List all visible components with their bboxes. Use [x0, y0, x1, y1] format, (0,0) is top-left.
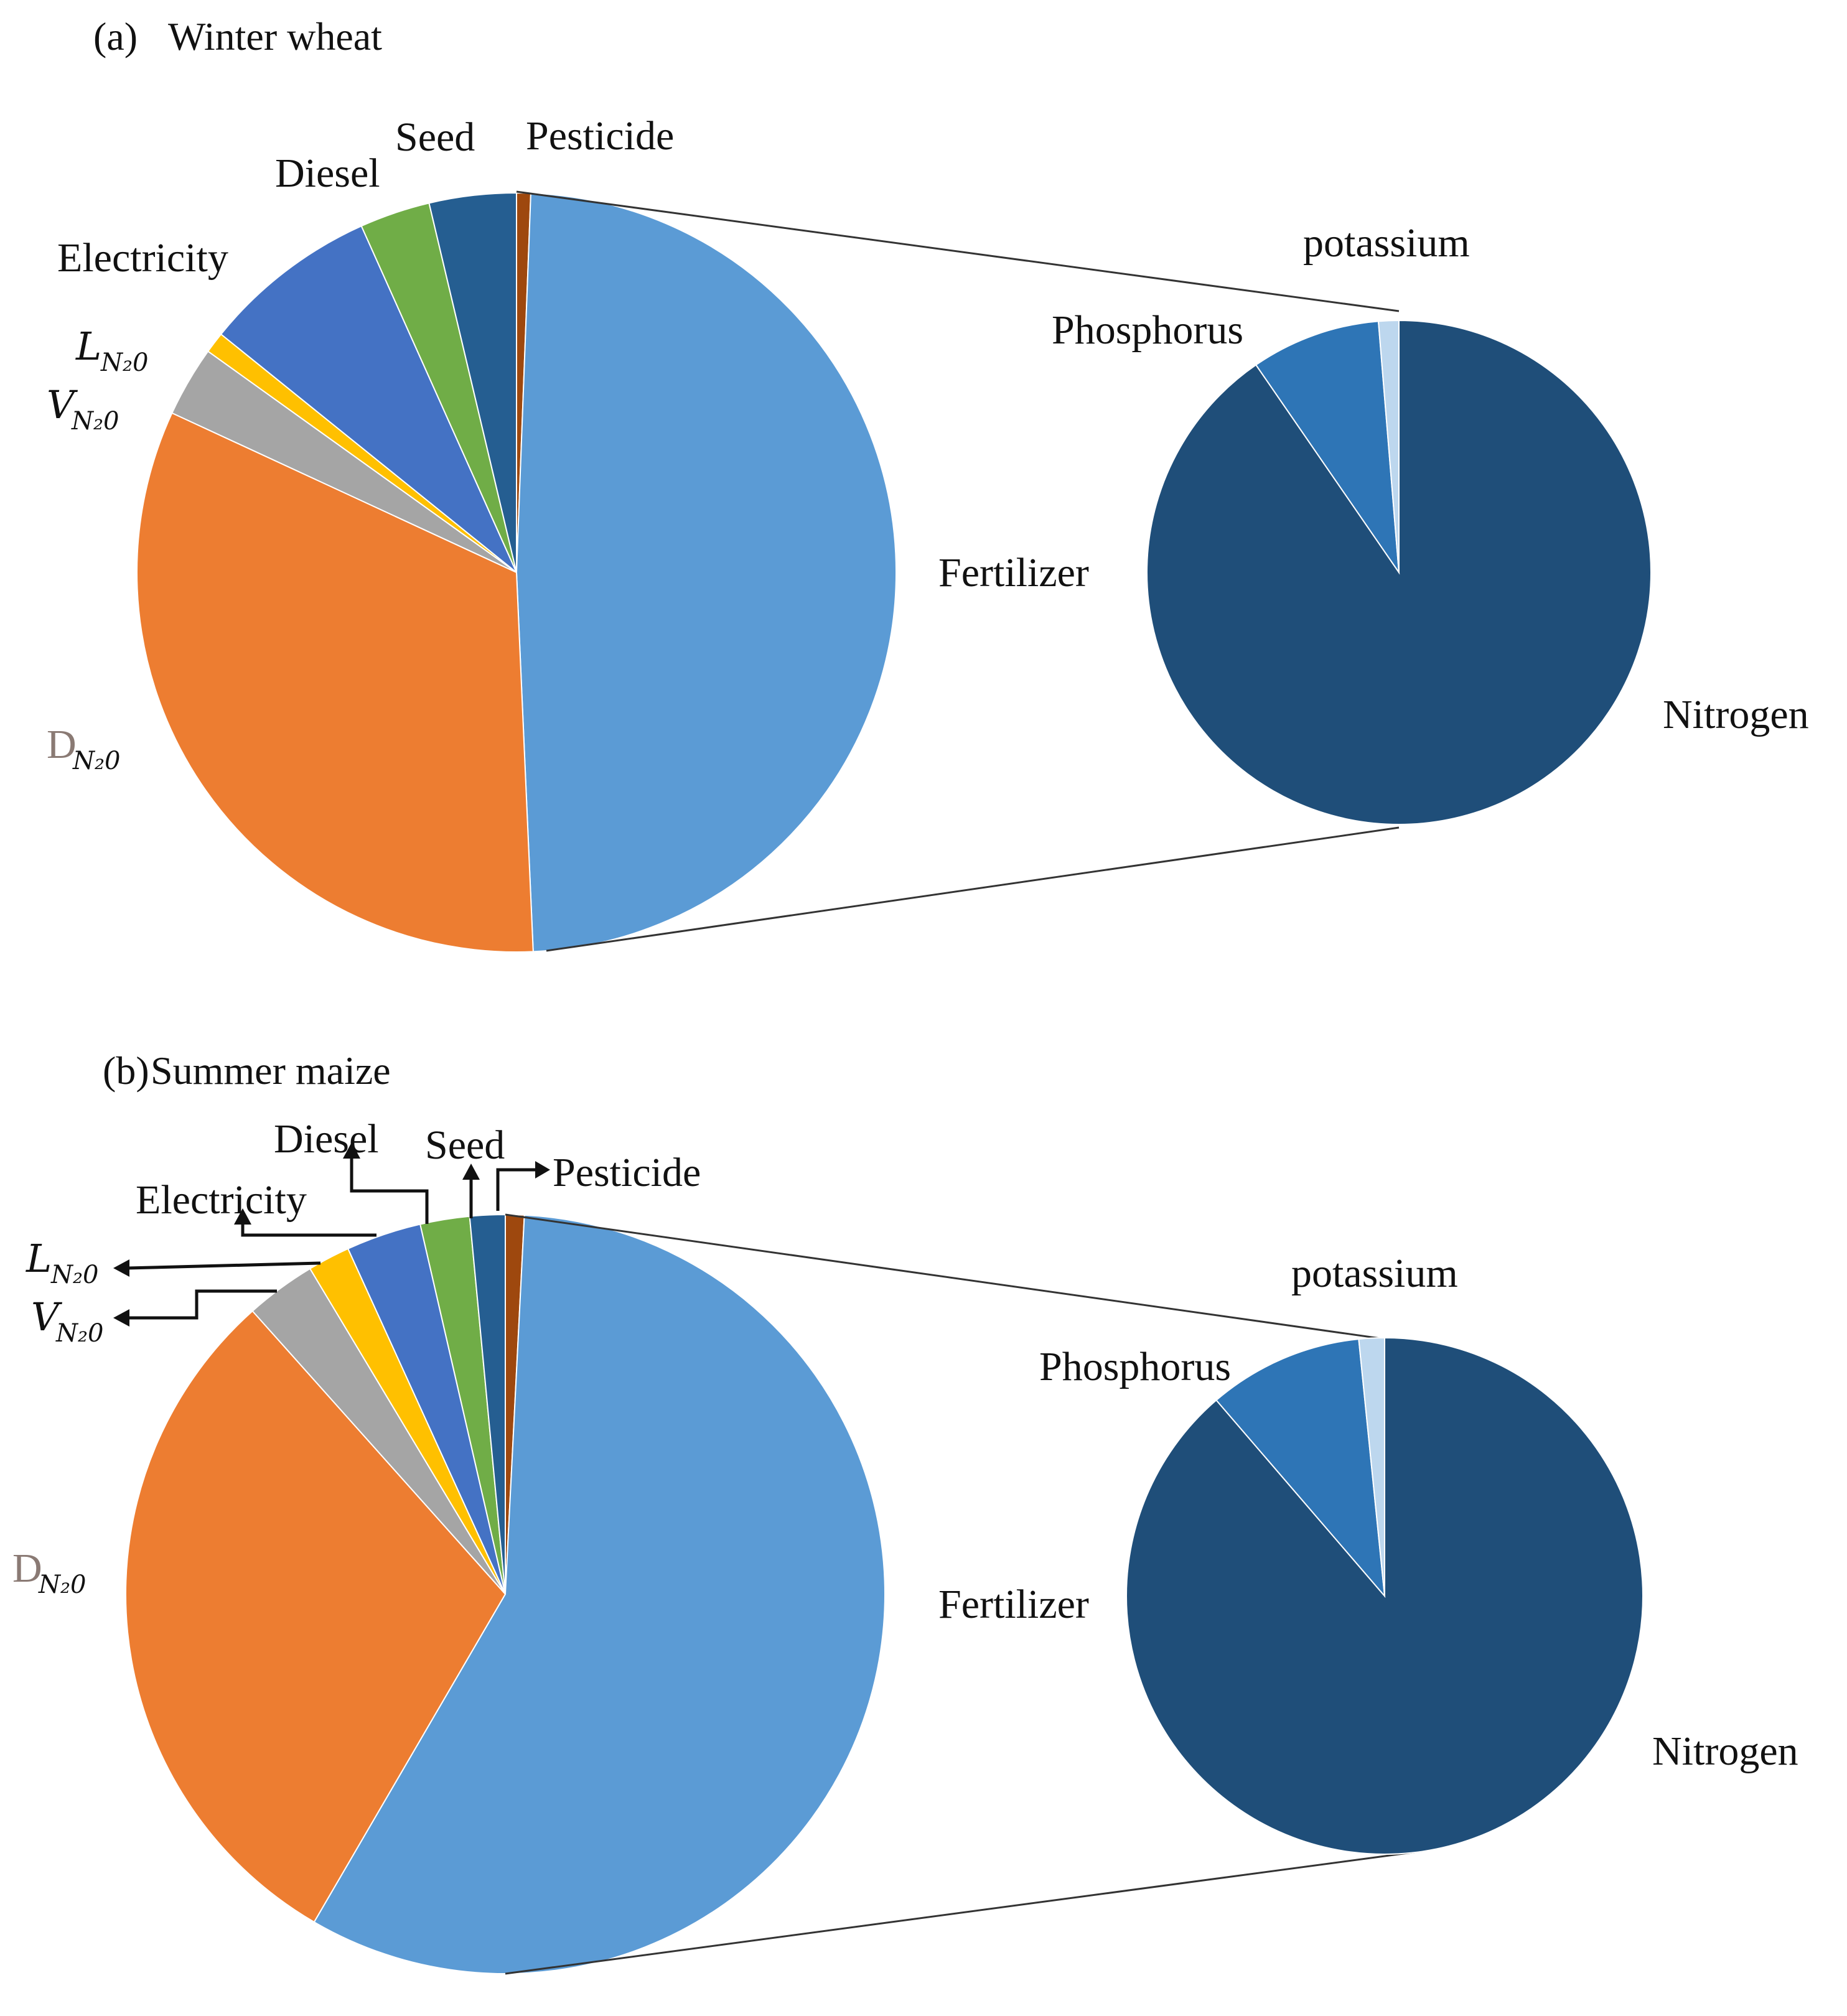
panel-b-fertilizer-breakdown-pie [1126, 1337, 1644, 1855]
arrowhead-diesel [343, 1142, 360, 1159]
label-l-n2o-main: L [75, 324, 101, 369]
label-diesel: Diesel [275, 151, 380, 196]
panel-b-connector-lines [505, 1213, 1423, 1975]
arrowhead-v-n2o [113, 1309, 129, 1327]
label-phosphorus: Phosphorus [1052, 307, 1243, 353]
panel-a-connector-lines [516, 190, 1400, 952]
panel-a-main-pie [136, 192, 897, 953]
panel-a-slice-d-n2o [136, 412, 534, 953]
arrow-heads [113, 1142, 550, 1327]
label-l-n2o-main: L [26, 1236, 52, 1281]
panel-b-title: Summer maize [151, 1048, 391, 1093]
panel-a-fertilizer-breakdown-pie [1146, 319, 1652, 825]
label-potassium: potassium [1291, 1251, 1458, 1296]
arrow-diesel [350, 1157, 429, 1224]
label-electricity: Electricity [136, 1177, 307, 1223]
label-l-n2o: L N₂0 [26, 1236, 98, 1289]
panel-b: (b) Summer maize Pesticide Seed Diesel E… [12, 1048, 1798, 1975]
label-v-n2o: V N₂0 [31, 1294, 103, 1348]
label-d-n2o-sub: N₂0 [72, 747, 120, 775]
label-nitrogen: Nitrogen [1663, 692, 1809, 737]
arrow-pesticide [496, 1168, 536, 1211]
panel-b-breakdown-slice-potassium [1358, 1337, 1385, 1597]
label-d-n2o: D N₂0 [47, 722, 120, 775]
panel-a-breakdown-slice-phosphorus [1255, 320, 1400, 575]
label-d-n2o: D N₂0 [12, 1546, 86, 1599]
panel-a: (a) Winter wheat Pesticide Seed Diesel E… [47, 14, 1809, 953]
label-d-n2o-main: D [47, 722, 77, 767]
connector-line-top [516, 190, 1400, 312]
panel-b-main-pie [125, 1213, 886, 1974]
panel-a-slice-fertilizer [515, 192, 897, 953]
label-v-n2o-sub: N₂0 [71, 407, 119, 436]
label-d-n2o-sub: N₂0 [38, 1570, 86, 1599]
label-phosphorus: Phosphorus [1039, 1344, 1231, 1389]
label-potassium: potassium [1303, 220, 1470, 266]
leader-arrows [127, 1157, 536, 1320]
arrowhead-pesticide [535, 1161, 550, 1178]
panel-b-slice-d-n2o [125, 1310, 507, 1923]
arrow-v-n2o [128, 1289, 277, 1320]
label-fertilizer: Fertilizer [938, 1582, 1089, 1627]
label-v-n2o: V N₂0 [47, 382, 119, 436]
label-v-n2o-main: V [47, 382, 78, 427]
connector-line-bottom [546, 826, 1400, 952]
panel-a-slice-electricity [220, 225, 517, 573]
label-fertilizer: Fertilizer [938, 550, 1089, 595]
connector-line-top [505, 1213, 1385, 1340]
connector-line-bottom [505, 1850, 1423, 1975]
arrowhead-electricity [234, 1208, 251, 1225]
arrow-l-n2o [127, 1261, 321, 1270]
panel-b-breakdown-slice-phosphorus [1215, 1338, 1386, 1598]
arrow-electricity [241, 1223, 376, 1237]
panel-a-slice-seed [428, 192, 517, 573]
arrowhead-l-n2o [113, 1259, 129, 1277]
panel-a-breakdown-slice-potassium [1377, 319, 1400, 573]
label-diesel: Diesel [274, 1116, 379, 1162]
panel-a-letter: (a) [93, 14, 138, 58]
arrowhead-seed [462, 1164, 480, 1180]
label-v-n2o-sub: N₂0 [55, 1319, 103, 1348]
panel-a-title: Winter wheat [168, 14, 382, 58]
label-seed: Seed [425, 1122, 505, 1168]
label-pesticide: Pesticide [526, 113, 674, 159]
label-d-n2o-main: D [12, 1546, 42, 1591]
label-electricity: Electricity [57, 235, 228, 281]
label-nitrogen: Nitrogen [1652, 1729, 1798, 1774]
label-l-n2o: L N₂0 [75, 324, 148, 377]
panel-b-letter: (b) [103, 1048, 149, 1093]
label-v-n2o-main: V [31, 1294, 63, 1340]
panel-b-slice-fertilizer [313, 1214, 886, 1974]
label-l-n2o-sub: N₂0 [100, 348, 148, 377]
label-seed: Seed [395, 114, 475, 160]
label-pesticide: Pesticide [553, 1150, 701, 1195]
label-l-n2o-sub: N₂0 [50, 1261, 98, 1289]
